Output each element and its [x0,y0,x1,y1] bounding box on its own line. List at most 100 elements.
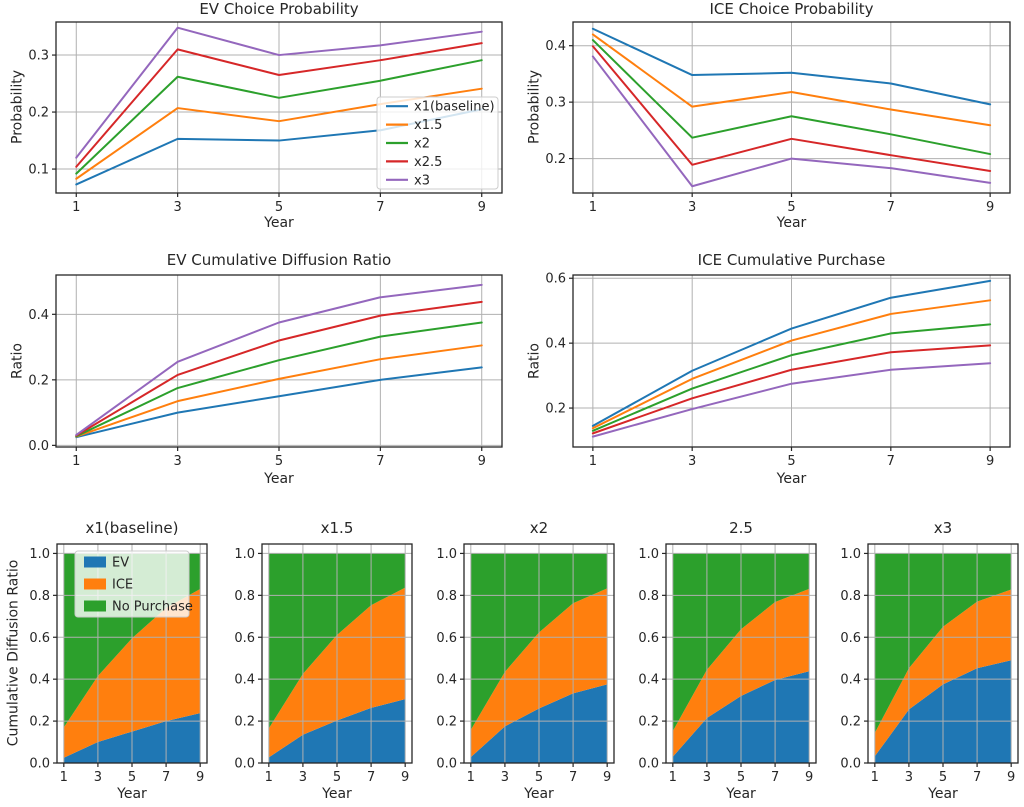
svg-text:0.1: 0.1 [28,163,49,178]
svg-text:0.4: 0.4 [545,337,566,352]
svg-text:0.8: 0.8 [840,589,861,604]
x-axis-label: Year [264,215,294,231]
svg-text:1.0: 1.0 [840,547,861,562]
svg-text:0.3: 0.3 [545,96,566,111]
svg-text:0.4: 0.4 [638,673,659,688]
svg-text:0.4: 0.4 [234,673,255,688]
svg-text:1: 1 [72,454,80,469]
svg-text:x2.5: x2.5 [414,155,442,170]
svg-text:9: 9 [478,200,486,215]
svg-text:0.0: 0.0 [840,757,861,772]
stacked-area-chart-x2: 1 3 5 7 9 0.0 0.2 0.4 0.6 0.8 1.0 [436,543,615,785]
svg-text:7: 7 [376,200,384,215]
svg-text:0.0: 0.0 [29,757,50,772]
svg-text:9: 9 [478,454,486,469]
svg-text:0.8: 0.8 [638,589,659,604]
svg-text:0.4: 0.4 [545,39,566,54]
svg-text:5: 5 [787,200,795,215]
stacked-area-chart-x2-5: 1 3 5 7 9 0.0 0.2 0.4 0.6 0.8 1.0 [638,543,817,785]
svg-text:1: 1 [669,770,677,785]
svg-text:1.0: 1.0 [436,547,457,562]
svg-text:0.2: 0.2 [840,715,861,730]
svg-text:1: 1 [589,454,597,469]
svg-text:0.0: 0.0 [234,757,255,772]
svg-text:0.4: 0.4 [28,308,49,323]
x-axis-label: Year [117,786,147,802]
svg-text:0.6: 0.6 [234,631,255,646]
chart-title-ice-choice: ICE Choice Probability [709,0,874,18]
svg-text:7: 7 [973,770,981,785]
svg-text:0.2: 0.2 [29,715,50,730]
svg-text:9: 9 [603,770,611,785]
x-axis-label: Year [776,215,807,231]
svg-text:5: 5 [939,770,947,785]
ice-cumulative-purchase-chart: 1 3 5 7 9 0.2 0.4 0.6 [545,272,1011,469]
svg-text:9: 9 [986,454,994,469]
svg-text:1.0: 1.0 [234,547,255,562]
ice-choice-probability-chart: 1 3 5 7 9 0.2 0.3 0.4 [545,21,1011,215]
svg-text:0.6: 0.6 [840,631,861,646]
svg-text:5: 5 [275,454,283,469]
x-axis-label: Year [524,786,554,802]
svg-text:0.2: 0.2 [28,106,49,121]
ev-cumulative-diffusion-chart: 1 3 5 7 9 0.0 0.2 0.4 [28,274,503,469]
chart-title-ice-cumulative: ICE Cumulative Purchase [697,251,886,269]
svg-text:1: 1 [265,770,273,785]
svg-text:3: 3 [299,770,307,785]
svg-text:x3: x3 [414,173,430,188]
svg-text:5: 5 [128,770,136,785]
svg-text:ICE: ICE [112,578,133,593]
stacked-area-chart-x1-baseline: 1 3 5 7 9 0.0 0.2 0.4 0.6 0.8 1.0 EV ICE No Purchase [29,543,208,785]
svg-text:0.6: 0.6 [638,631,659,646]
svg-text:7: 7 [887,200,895,215]
svg-text:3: 3 [688,200,696,215]
svg-text:9: 9 [196,770,204,785]
svg-text:0.2: 0.2 [28,373,49,388]
svg-text:7: 7 [887,454,895,469]
chart-title-stack-x3: x3 [933,519,953,537]
svg-text:x1.5: x1.5 [414,118,442,133]
svg-text:5: 5 [737,770,745,785]
svg-text:7: 7 [771,770,779,785]
svg-text:0.2: 0.2 [545,152,566,167]
svg-text:0.2: 0.2 [436,715,457,730]
svg-text:0.8: 0.8 [234,589,255,604]
svg-text:3: 3 [703,770,711,785]
svg-text:9: 9 [986,200,994,215]
svg-text:1.0: 1.0 [638,547,659,562]
svg-text:x1(baseline): x1(baseline) [414,100,495,115]
svg-text:7: 7 [376,454,384,469]
svg-text:3: 3 [173,200,181,215]
chart-title-stack-x2-5: 2.5 [729,519,753,537]
x-axis-label: Year [322,786,352,802]
svg-text:0.0: 0.0 [28,439,49,454]
svg-text:0.6: 0.6 [436,631,457,646]
svg-text:9: 9 [401,770,409,785]
svg-text:1: 1 [589,200,597,215]
svg-text:0.4: 0.4 [29,673,50,688]
svg-text:5: 5 [275,200,283,215]
svg-text:0.3: 0.3 [28,49,49,64]
chart-title-stack-x1: x1(baseline) [85,519,179,537]
x-axis-label: Year [726,786,756,802]
svg-text:3: 3 [501,770,509,785]
svg-text:7: 7 [569,770,577,785]
chart-title-ev-choice: EV Choice Probability [199,0,359,18]
svg-text:0.0: 0.0 [436,757,457,772]
chart-title-stack-x2: x2 [529,519,549,537]
svg-text:No Purchase: No Purchase [112,600,193,615]
svg-text:7: 7 [367,770,375,785]
svg-text:EV: EV [112,556,129,571]
svg-text:5: 5 [787,454,795,469]
svg-text:9: 9 [1007,770,1015,785]
svg-text:9: 9 [805,770,813,785]
svg-text:1: 1 [60,770,68,785]
stacked-area-chart-x1-5: 1 3 5 7 9 0.0 0.2 0.4 0.6 0.8 1.0 [234,543,413,785]
svg-text:0.2: 0.2 [545,402,566,417]
svg-text:x2: x2 [414,137,430,152]
svg-text:0.2: 0.2 [638,715,659,730]
svg-text:0.4: 0.4 [436,673,457,688]
svg-text:1: 1 [72,200,80,215]
svg-text:3: 3 [94,770,102,785]
